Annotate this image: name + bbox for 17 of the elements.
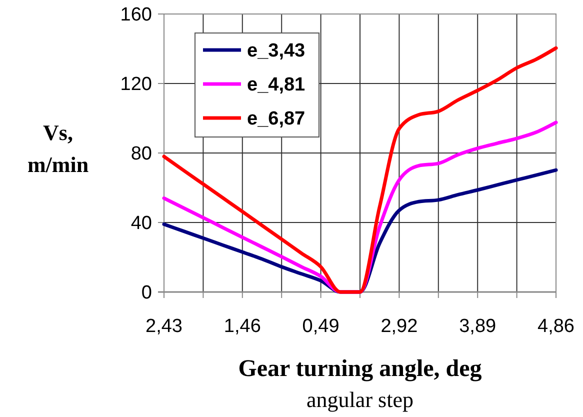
legend-label: e_3,43 [247,40,306,62]
legend-label: e_4,81 [247,74,306,96]
y-tick-label: 160 [120,4,152,26]
y-tick-label: 120 [120,74,152,96]
y-tick-label: 0 [141,282,152,304]
x-tick-label: 1,46 [224,316,261,337]
y-axis-title: Vs, m/min [27,120,89,177]
legend-label: e_6,87 [247,108,306,130]
x-axis-title: Gear turning angle, deg [238,356,482,382]
y-tick-label: 40 [130,213,152,234]
x-tick-label: 0,49 [302,316,340,337]
x-tick-label: 3,89 [459,316,496,337]
text: angular step [306,387,414,412]
x-tick-label: 2,92 [380,316,418,337]
x-tick-label: 2,43 [146,316,182,337]
x-tick-label: 4,86 [538,316,574,337]
y-tick-label: 80 [130,144,152,165]
